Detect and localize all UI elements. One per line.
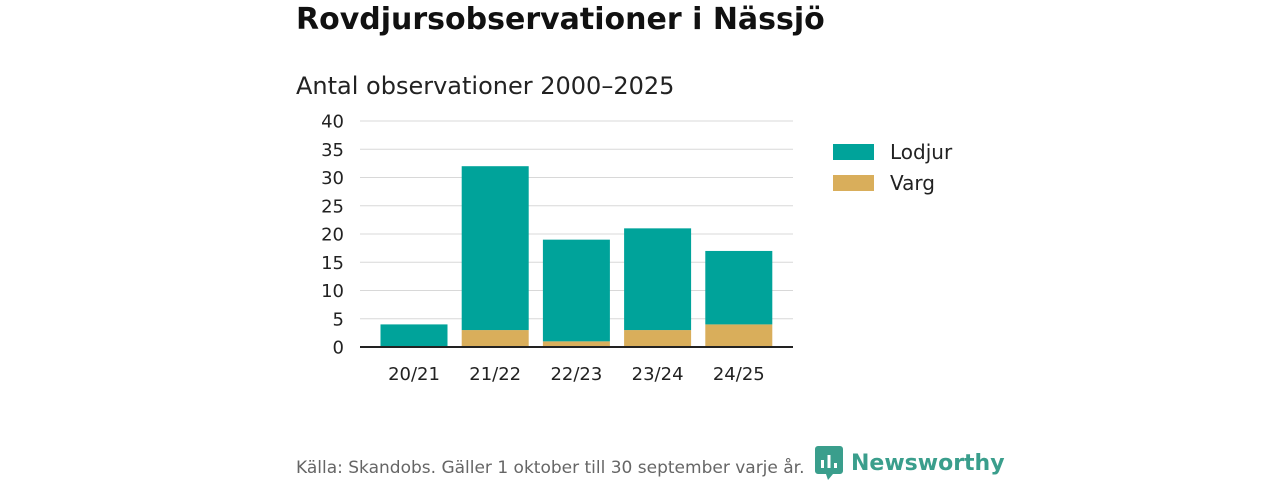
y-tick-label: 5: [333, 309, 344, 330]
page-title: Rovdjursobservationer i Nässjö: [296, 2, 825, 37]
bar-lodjur-23-24: [624, 228, 692, 331]
x-tick-label: 21/22: [469, 364, 521, 385]
source-note: Källa: Skandobs. Gäller 1 oktober till 3…: [296, 458, 805, 478]
y-tick-label: 20: [321, 225, 344, 246]
bar-lodjur-21-22: [461, 166, 529, 331]
y-tick-label: 35: [321, 140, 344, 161]
legend-swatch-varg: [833, 175, 874, 191]
x-tick-label: 20/21: [388, 364, 440, 385]
y-tick-label: 40: [321, 112, 344, 133]
bar-varg-23-24: [624, 330, 692, 347]
bar-lodjur-22-23: [542, 239, 610, 342]
legend-label-lodjur: Lodjur: [890, 140, 953, 164]
x-tick-label: 23/24: [632, 364, 684, 385]
chart-subtitle: Antal observationer 2000–2025: [296, 72, 675, 100]
bar-lodjur-24-25: [705, 250, 773, 325]
bars: [380, 166, 773, 347]
y-axis: 0 5 10 15 20 25 30 35 40: [321, 112, 344, 359]
x-tick-label: 24/25: [713, 364, 765, 385]
bar-lodjur-20-21: [380, 324, 448, 347]
x-tick-label: 22/23: [550, 364, 602, 385]
newsworthy-logo-text: Newsworthy: [851, 450, 1005, 476]
legend-label-varg: Varg: [890, 171, 935, 195]
y-tick-label: 15: [321, 253, 344, 274]
bar-chart: 0 5 10 15 20 25 30 35 40 20/21 21/22 22/23 23/24 24/…: [321, 112, 953, 386]
x-axis: 20/21 21/22 22/23 23/24 24/25: [360, 346, 793, 385]
y-tick-label: 30: [321, 168, 344, 189]
newsworthy-logo: Newsworthy: [815, 446, 1005, 480]
legend-swatch-lodjur: [833, 144, 874, 160]
bar-varg-24-25: [705, 324, 773, 347]
y-tick-label: 25: [321, 196, 344, 217]
bar-varg-22-23: [542, 341, 610, 347]
bar-varg-21-22: [461, 330, 529, 347]
y-tick-label: 10: [321, 281, 344, 302]
newsworthy-logo-icon: [815, 446, 843, 480]
y-tick-label: 0: [333, 338, 344, 359]
legend: Lodjur Varg: [833, 140, 953, 195]
